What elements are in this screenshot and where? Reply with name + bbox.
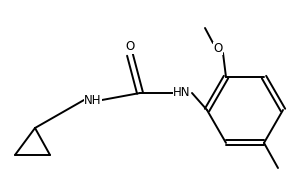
Text: O: O (214, 41, 223, 54)
Text: O: O (125, 41, 135, 54)
Text: NH: NH (84, 94, 102, 107)
Text: HN: HN (173, 86, 191, 100)
